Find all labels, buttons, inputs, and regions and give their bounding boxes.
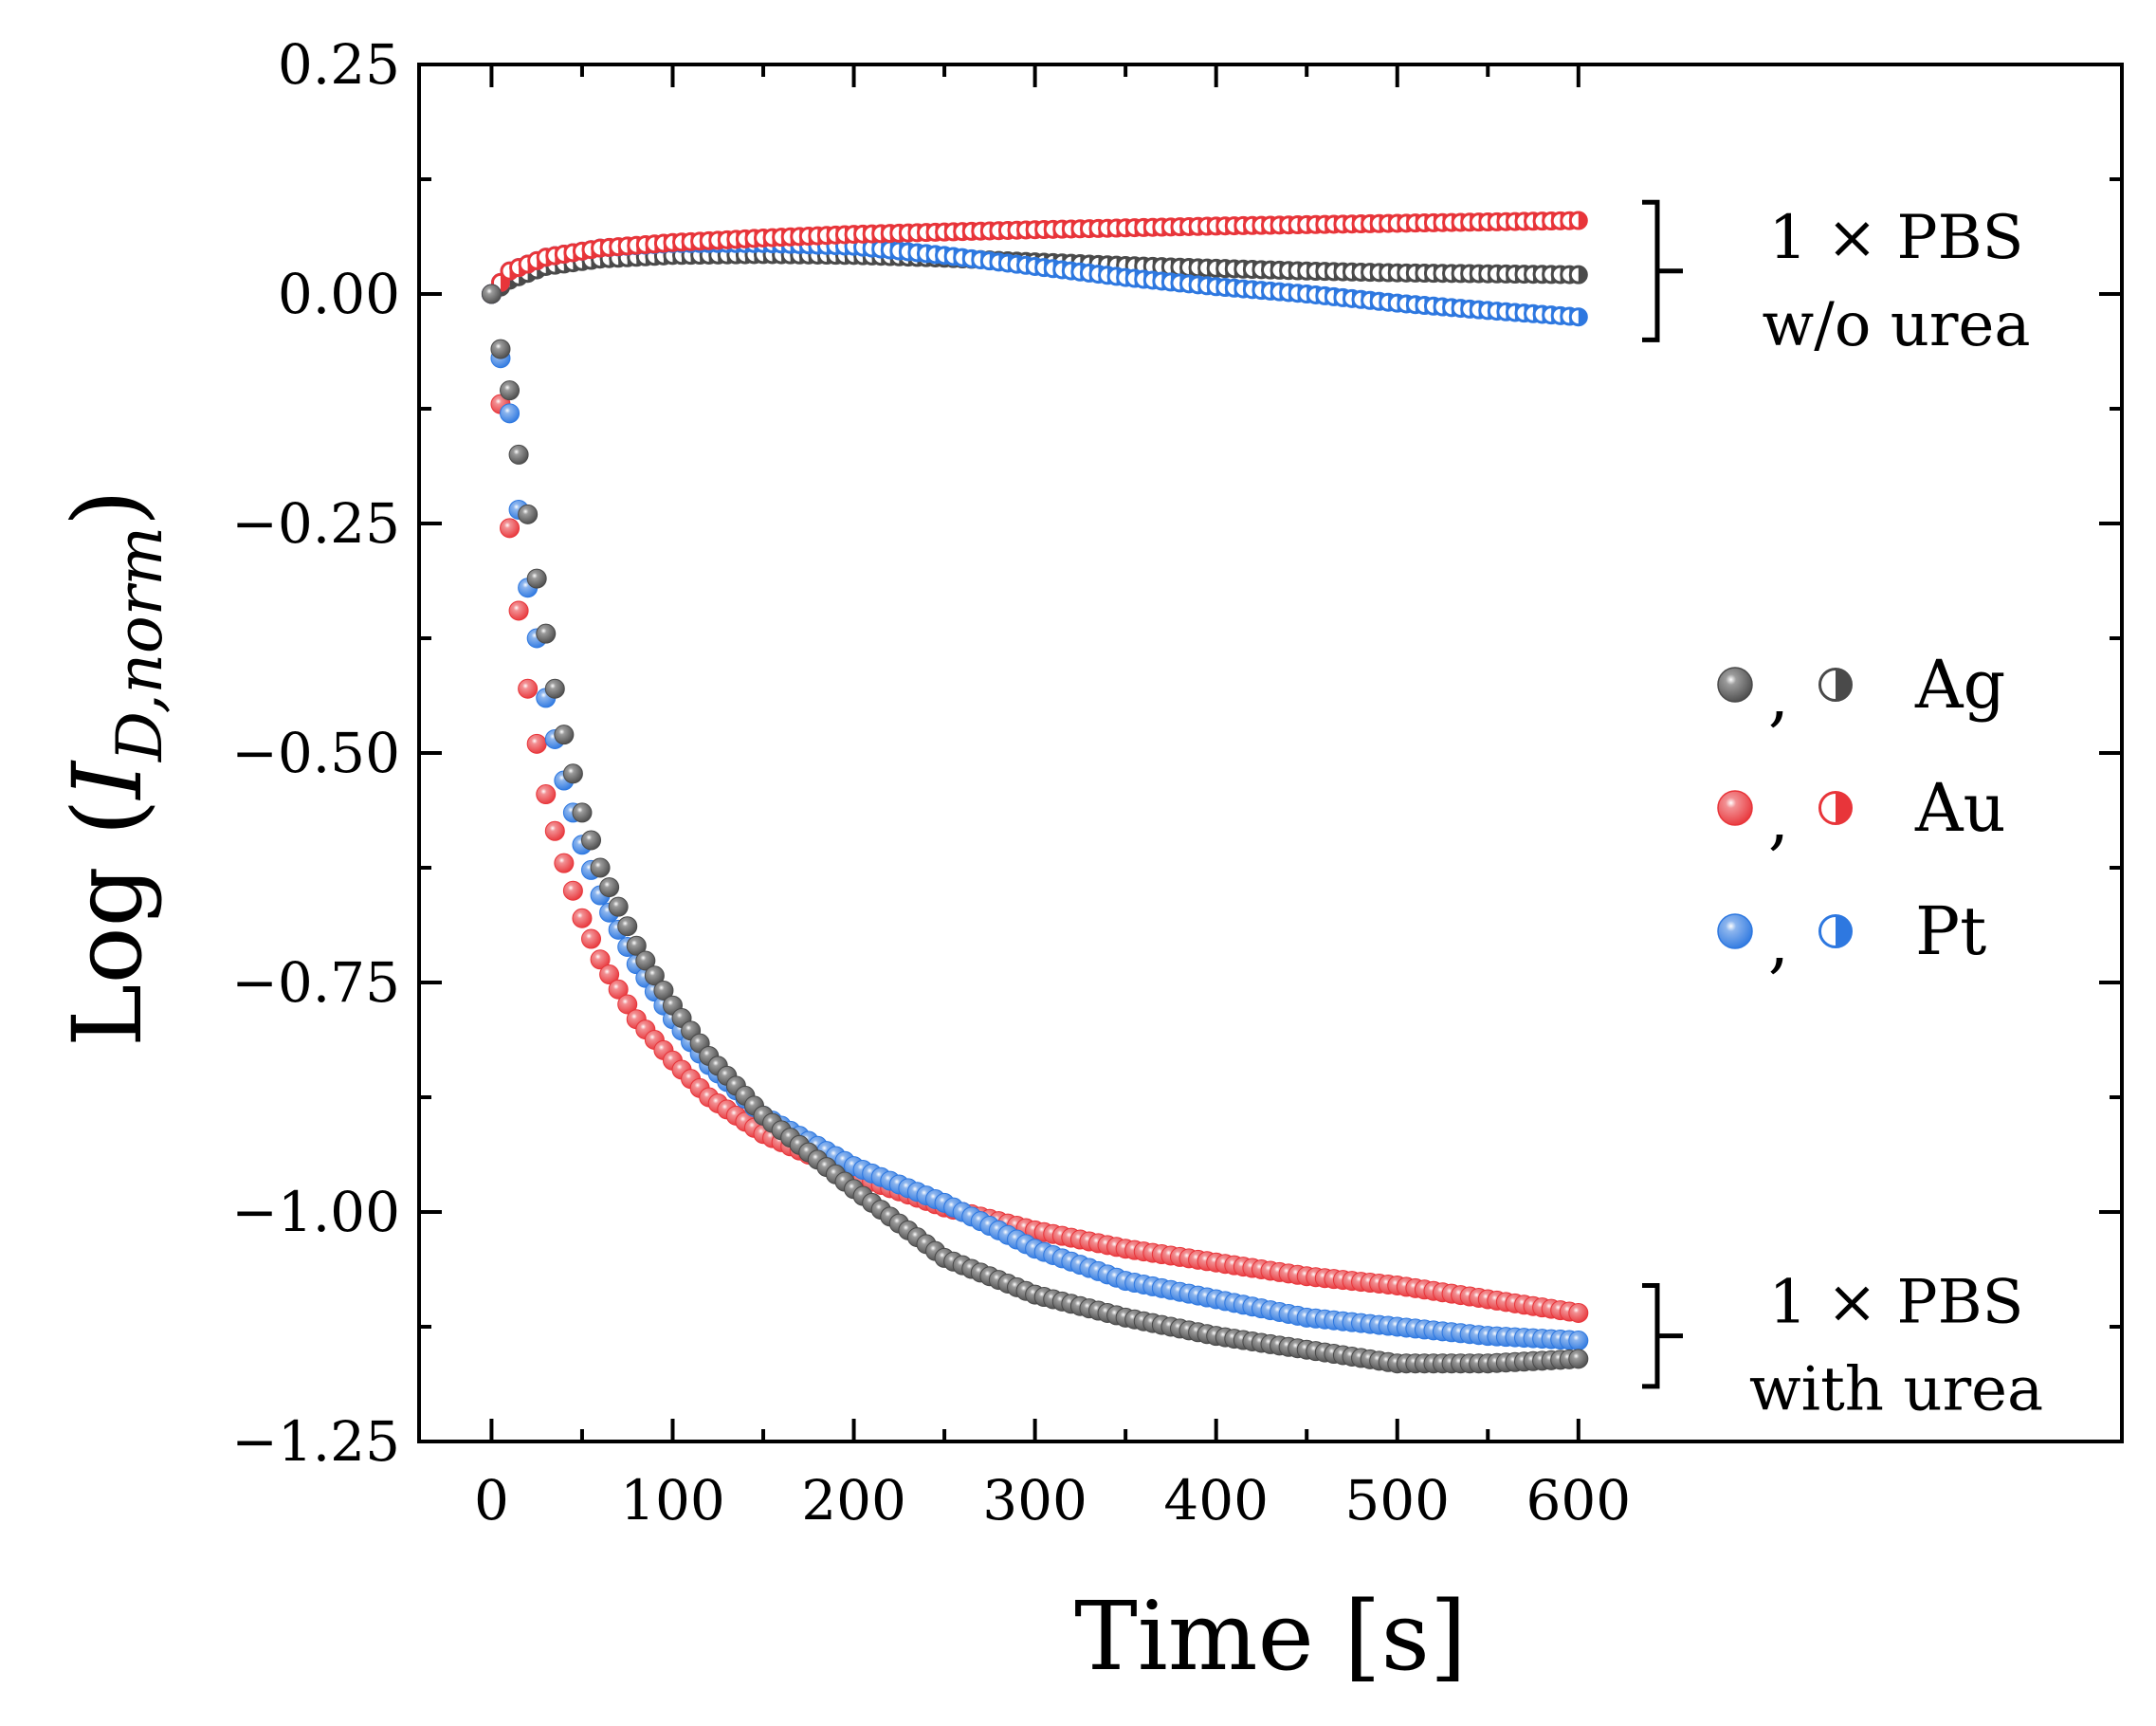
annotation-with-urea: 1 × PBS with urea [1642, 1268, 2043, 1425]
annotation-bracket [1642, 1282, 1683, 1389]
data-point-au [572, 908, 593, 928]
y-axis-title-prefix: Log ( [52, 799, 163, 1047]
legend-entry-au: , Au [1717, 769, 2006, 858]
legend-half-marker [1818, 668, 1853, 702]
legend-label: Pt [1915, 892, 1986, 970]
data-point-ag [1568, 1349, 1589, 1369]
series-ag-1-pbs-with-urea [481, 284, 1589, 1374]
data-point-au [508, 600, 529, 621]
legend-entry-pt: , Pt [1717, 892, 1986, 982]
data-point-ag [562, 763, 583, 784]
legend-separator: , [1768, 780, 1789, 858]
data-point-ag [544, 678, 565, 699]
data-point-ag [599, 877, 620, 898]
legend-entry-ag: , Ag [1717, 646, 2005, 735]
data-point-pt [1568, 307, 1588, 327]
data-point-au [526, 733, 547, 754]
data-point-au [581, 928, 602, 949]
data-point-ag [608, 896, 629, 917]
x-tick-label: 100 [620, 1468, 725, 1533]
data-point-ag [617, 916, 638, 937]
legend-half-marker [1818, 791, 1853, 825]
data-point-au [599, 964, 620, 985]
data-point-ag [572, 802, 593, 823]
legend-half-marker-fill [1836, 669, 1852, 701]
y-tick-label: −0.75 [231, 950, 400, 1015]
legend-filled-marker [1717, 913, 1753, 949]
legend-half-marker [1818, 914, 1853, 948]
annotation-bracket [1642, 199, 1683, 342]
data-point-ag [481, 284, 502, 304]
x-tick-label: 300 [982, 1468, 1087, 1533]
data-point-ag-fill [1578, 266, 1587, 284]
data-point-ag [490, 339, 511, 359]
annotation-layer: 1 × PBS w/o urea 1 × PBS with urea [1642, 199, 2043, 1425]
data-point-au [518, 678, 539, 699]
y-tick-label: 0.00 [278, 262, 400, 326]
annotation-without-urea: 1 × PBS w/o urea [1642, 199, 2031, 360]
x-axis-title: Time [s] [1074, 1581, 1467, 1692]
y-tick-label: 0.25 [278, 32, 400, 97]
legend-label: Ag [1914, 646, 2005, 724]
data-point-au-fill [1578, 212, 1587, 230]
y-axis-title-variable: I [52, 760, 163, 801]
data-point-ag [554, 725, 575, 745]
annotation-text-line: 1 × PBS [1769, 1268, 2024, 1338]
legend-separator: , [1768, 657, 1789, 735]
y-axis-title-subscript: D,norm [103, 526, 176, 762]
x-tick-label: 0 [474, 1468, 509, 1533]
x-tick-label: 600 [1526, 1468, 1631, 1533]
data-point-ag [536, 623, 557, 644]
data-point-au [544, 820, 565, 841]
data-point-ag [508, 444, 529, 465]
axes-layer: 0 100 200 300 400 500 600 0.25 0.00 −0.25 −0.50 −0.… [231, 32, 2122, 1533]
data-point-pt [500, 403, 521, 424]
legend-separator: , [1768, 904, 1789, 982]
y-tick-label: −1.25 [231, 1409, 400, 1474]
legend-half-marker-fill [1836, 915, 1852, 947]
legend-label: Au [1914, 769, 2006, 847]
data-point-au [1568, 211, 1588, 230]
y-axis-title-suffix: ) [52, 489, 163, 526]
data-layer [481, 211, 1589, 1374]
legend-half-marker-fill [1836, 792, 1852, 824]
data-point-ag [590, 857, 611, 878]
data-point-ag [653, 980, 674, 1001]
x-tick-label: 500 [1344, 1468, 1450, 1533]
data-point-pt [1568, 1331, 1589, 1351]
annotation-text-line: 1 × PBS [1769, 203, 2024, 273]
data-point-ag [500, 380, 521, 401]
data-point-ag [644, 965, 665, 986]
data-point-pt-fill [1578, 308, 1587, 325]
data-point-ag [581, 830, 602, 851]
annotation-text-line: w/o urea [1762, 290, 2030, 360]
data-point-au [617, 994, 638, 1015]
x-tick-label: 400 [1163, 1468, 1269, 1533]
data-point-ag [526, 568, 547, 589]
data-point-au [536, 784, 557, 805]
data-point-au [500, 518, 521, 539]
annotation-text-line: with urea [1749, 1355, 2043, 1425]
data-point-au [608, 979, 629, 1000]
data-point-au [590, 949, 611, 970]
data-point-au [562, 880, 583, 901]
y-tick-label: −1.00 [231, 1180, 400, 1244]
legend: , Ag, Au, Pt [1717, 646, 2006, 982]
data-point-au [1568, 1302, 1589, 1323]
data-point-ag [518, 504, 539, 524]
legend-filled-marker [1717, 667, 1753, 703]
x-tick-label: 200 [801, 1468, 906, 1533]
data-point-ag [626, 935, 647, 956]
data-point-ag [635, 950, 656, 971]
y-tick-label: −0.25 [231, 491, 400, 556]
y-tick-label: −0.50 [231, 721, 400, 785]
data-point-ag [1568, 265, 1588, 285]
y-axis-title: Log (ID,norm) [52, 489, 176, 1047]
legend-filled-marker [1717, 790, 1753, 826]
data-point-au [554, 853, 575, 873]
